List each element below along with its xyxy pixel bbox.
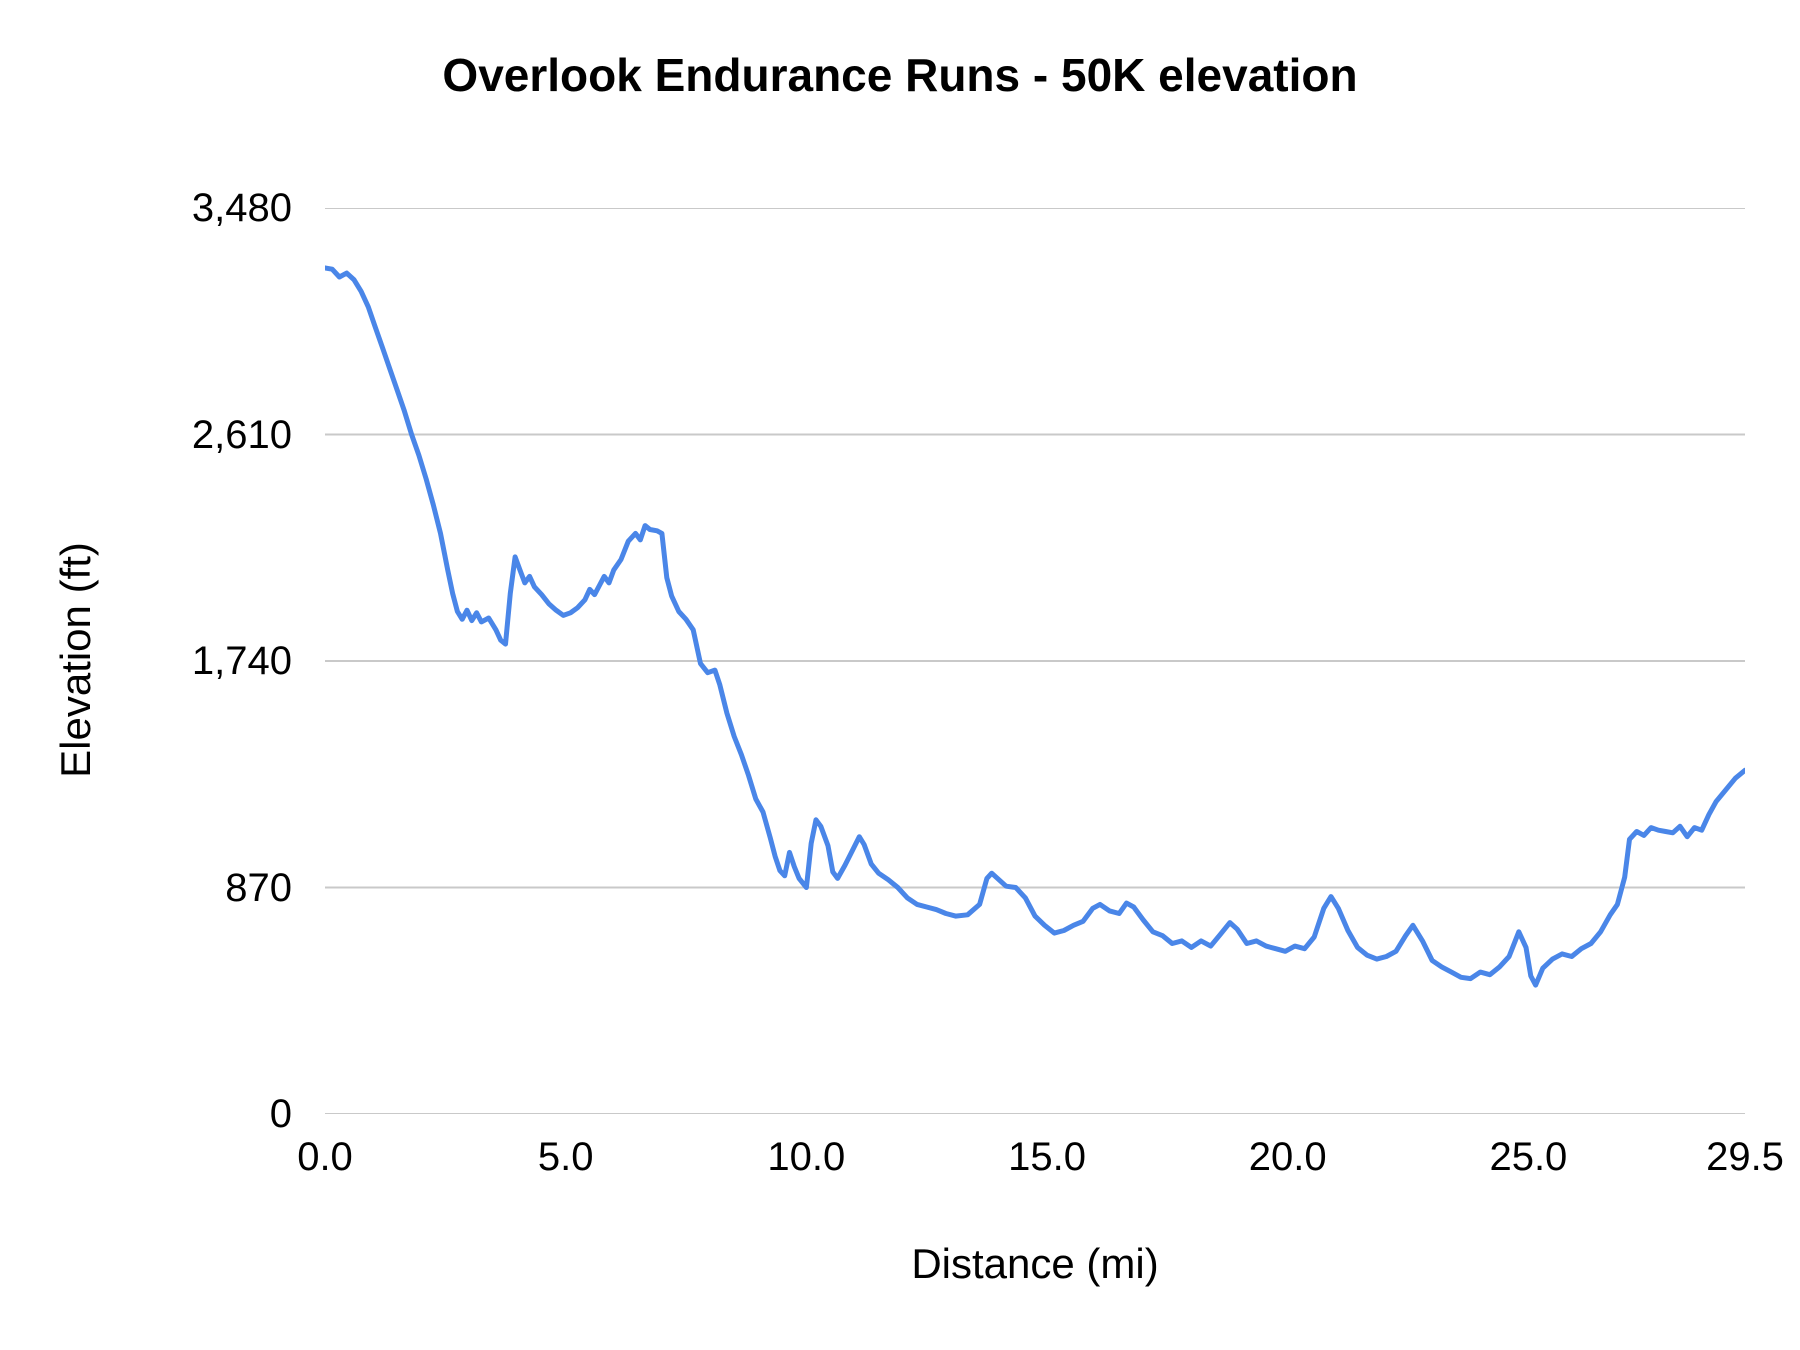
plot-area bbox=[325, 208, 1745, 1114]
y-tick-label: 1,740 bbox=[191, 639, 292, 683]
x-tick-label: 15.0 bbox=[1008, 1135, 1086, 1179]
x-tick-label: 20.0 bbox=[1248, 1135, 1327, 1179]
y-tick-label: 2,610 bbox=[191, 412, 292, 457]
elevation-series-line bbox=[325, 265, 1745, 988]
y-tick-label: 0 bbox=[269, 1092, 292, 1136]
x-axis-title: Distance (mi) bbox=[911, 1240, 1159, 1287]
chart-title: Overlook Endurance Runs - 50K elevation bbox=[442, 49, 1358, 101]
x-tick-label: 10.0 bbox=[767, 1135, 846, 1179]
x-tick-label: 29.5 bbox=[1706, 1135, 1784, 1179]
x-tick-label: 25.0 bbox=[1489, 1135, 1568, 1179]
x-tick-label: 0.0 bbox=[297, 1135, 353, 1179]
y-tick-label: 870 bbox=[225, 865, 292, 910]
y-tick-label: 3,480 bbox=[191, 186, 292, 230]
x-tick-label: 5.0 bbox=[537, 1135, 594, 1179]
